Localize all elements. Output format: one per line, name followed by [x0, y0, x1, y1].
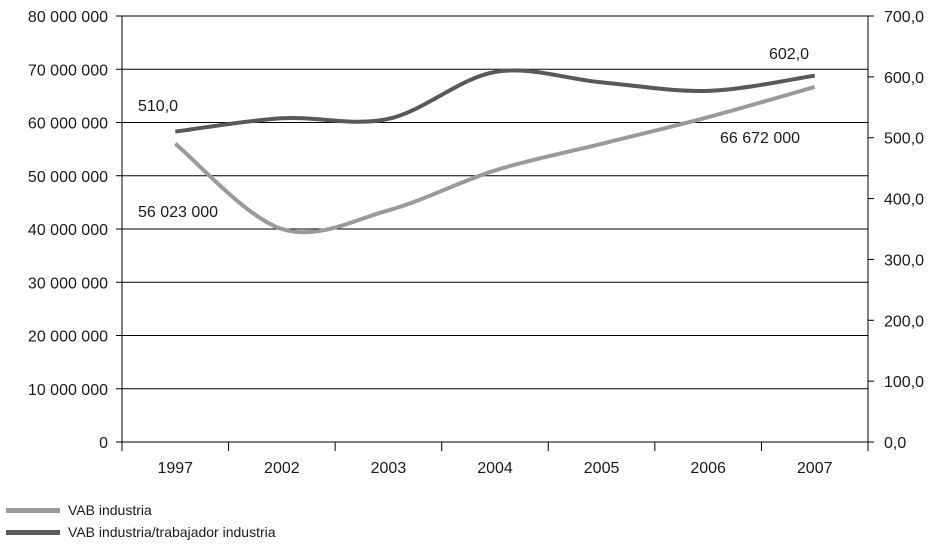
x-tick-label: 2003	[371, 460, 407, 477]
right-axis-ticks: 0,0 100,0 200,0 300,0 400,0 500,0 600,0 700,0	[868, 9, 924, 452]
x-tick-label: 2005	[584, 460, 620, 477]
right-tick-label: 0,0	[884, 435, 906, 452]
right-tick-label: 500,0	[884, 131, 924, 148]
annotations: 510,0 56 023 000 66 672 000 602,0	[138, 46, 809, 221]
left-tick-label: 0	[99, 435, 108, 452]
legend-item-vab-industria: VAB industria	[6, 499, 276, 521]
left-tick-label: 80 000 000	[28, 9, 108, 26]
legend-item-vab-trabajador: VAB industria/trabajador industria	[6, 521, 276, 543]
series-line-vab-industria	[174, 85, 816, 235]
annotation-last-right: 602,0	[769, 46, 809, 63]
legend-label-vab-industria: VAB industria	[68, 502, 152, 518]
legend-label-vab-trabajador: VAB industria/trabajador industria	[68, 524, 276, 540]
right-tick-label: 100,0	[884, 374, 924, 391]
x-tick-label: 2006	[690, 460, 726, 477]
left-tick-label: 50 000 000	[28, 169, 108, 186]
x-tick-label: 2007	[797, 460, 833, 477]
annotation-last-left: 66 672 000	[720, 130, 800, 147]
annotation-first-right: 510,0	[138, 98, 178, 115]
left-tick-label: 60 000 000	[28, 116, 108, 133]
series-layer	[174, 68, 816, 235]
legend-swatch-vab-industria	[6, 507, 60, 513]
left-tick-label: 40 000 000	[28, 222, 108, 239]
series-line-vab-trabajador	[175, 68, 815, 134]
legend: VAB industria VAB industria/trabajador i…	[6, 499, 276, 543]
left-axis-ticks: 0 10 000 000 20 000 000 30 000 000 40 000 00…	[28, 9, 122, 452]
left-tick-label: 20 000 000	[28, 329, 108, 346]
legend-swatch-vab-trabajador	[6, 529, 60, 535]
x-tick-label: 2002	[264, 460, 300, 477]
annotation-first-left: 56 023 000	[138, 204, 218, 221]
x-axis-ticks: 1997 2002 2003 2004 2005 2006 2007	[121, 442, 869, 477]
right-tick-label: 400,0	[884, 192, 924, 209]
left-tick-label: 70 000 000	[28, 62, 108, 79]
right-tick-label: 200,0	[884, 313, 924, 330]
right-tick-label: 300,0	[884, 252, 924, 269]
x-tick-label: 1997	[157, 460, 193, 477]
x-tick-label: 2004	[477, 460, 513, 477]
right-tick-label: 700,0	[884, 9, 924, 26]
right-tick-label: 600,0	[884, 70, 924, 87]
left-tick-label: 30 000 000	[28, 275, 108, 292]
left-tick-label: 10 000 000	[28, 382, 108, 399]
